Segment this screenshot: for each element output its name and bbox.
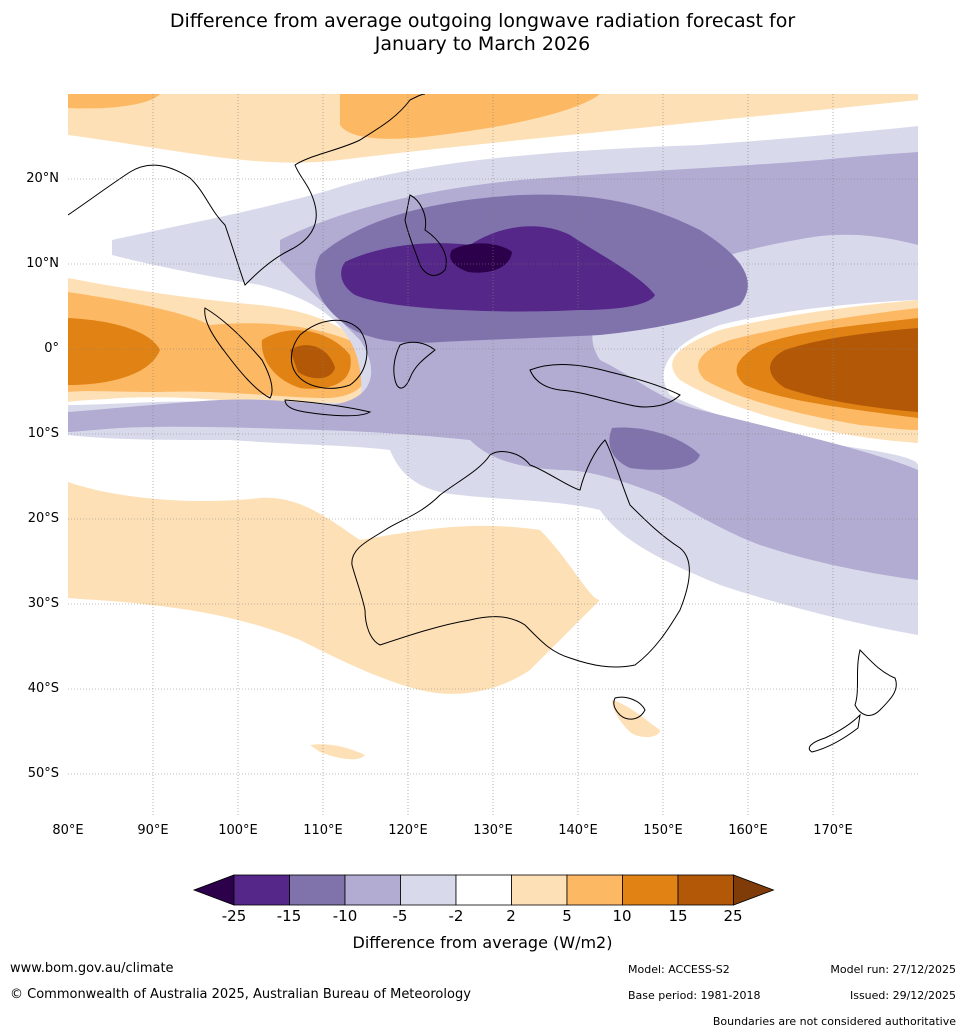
- lon-label-170e: 170°E: [813, 823, 853, 838]
- cb-tick-label: 5: [562, 907, 572, 925]
- colorbar-segment: [233, 874, 290, 906]
- colorbar-segment: [455, 874, 512, 906]
- colorbar: [192, 874, 775, 906]
- lat-label-10n: 10°N: [26, 256, 59, 271]
- new-guinea-coastline: [529, 363, 681, 408]
- colorbar-segment: [566, 874, 623, 906]
- lon-label-90e: 90°E: [137, 823, 169, 838]
- borneo-coastline: [290, 319, 368, 389]
- colorbar-segment: [289, 874, 346, 906]
- colorbar-extend-low: [192, 874, 235, 906]
- colorbar-segment: [344, 874, 401, 906]
- lon-label-110e: 110°E: [303, 823, 343, 838]
- chart-title: Difference from average outgoing longwav…: [0, 10, 965, 56]
- sulawesi-coastline: [393, 341, 436, 389]
- model-text: Model: ACCESS-S2: [628, 963, 730, 976]
- website-link[interactable]: www.bom.gov.au/climate: [10, 961, 174, 976]
- anomaly-2-to-5-south: [68, 482, 600, 694]
- anomaly-2-to-5-north: [68, 94, 918, 163]
- australia-coastline: [351, 439, 690, 668]
- copyright-text: © Commonwealth of Australia 2025, Austra…: [10, 987, 471, 1002]
- cb-tick-label: 2: [506, 907, 516, 925]
- cb-tick-label: -15: [276, 907, 302, 925]
- lat-label-40s: 40°S: [27, 681, 59, 696]
- colorbar-extend-high: [733, 874, 775, 906]
- anomaly-15-to-25-borneo: [290, 345, 335, 379]
- lat-label-0: 0°: [44, 341, 59, 356]
- colorbar-segment: [677, 874, 734, 906]
- lat-label-30s: 30°S: [27, 596, 59, 611]
- lon-label-120e: 120°E: [388, 823, 428, 838]
- anomaly-neg-10-to-15-south: [609, 427, 700, 470]
- tasmania-coastline: [613, 696, 646, 720]
- cb-tick-label: -5: [392, 907, 408, 925]
- java-coastline: [284, 399, 372, 417]
- graticule: [68, 94, 918, 816]
- issued-text: Issued: 29/12/2025: [849, 989, 956, 1002]
- cb-tick-label: 15: [668, 907, 688, 925]
- lon-label-100e: 100°E: [218, 823, 258, 838]
- boundaries-note: Boundaries are not considered authoritat…: [712, 1015, 956, 1028]
- colorbar-segment: [511, 874, 568, 906]
- lat-label-20n: 20°N: [26, 171, 59, 186]
- cb-tick-label: -25: [221, 907, 247, 925]
- lon-label-80e: 80°E: [52, 823, 84, 838]
- colorbar-segment: [622, 874, 679, 906]
- forecast-map: [68, 94, 918, 816]
- philippines-coastline: [404, 194, 447, 276]
- colorbar-segment: [400, 874, 457, 906]
- lon-label-160e: 160°E: [728, 823, 768, 838]
- anomaly-5-to-10-north: [340, 94, 600, 139]
- cb-tick-label: 10: [612, 907, 632, 925]
- asia-coastline: [68, 94, 426, 286]
- new-zealand-south-coastline: [808, 713, 861, 753]
- sumatra-coastline: [204, 307, 273, 399]
- new-zealand-north-coastline: [854, 649, 897, 716]
- lon-label-130e: 130°E: [473, 823, 513, 838]
- lat-label-10s: 10°S: [27, 426, 59, 441]
- lon-label-140e: 140°E: [558, 823, 598, 838]
- cb-tick-label: -10: [332, 907, 358, 925]
- anomaly-5-to-10-nw: [68, 94, 160, 109]
- lat-label-20s: 20°S: [27, 511, 59, 526]
- model-run-text: Model run: 27/12/2025: [830, 963, 956, 976]
- coastlines: [68, 94, 897, 753]
- title-line-2: January to March 2026: [374, 33, 591, 55]
- cb-tick-label: -2: [448, 907, 464, 925]
- anomaly-neg-25: [450, 243, 512, 273]
- lon-label-150e: 150°E: [643, 823, 683, 838]
- anomaly-fields: [68, 94, 918, 760]
- anomaly-2-to-5-small: [310, 744, 365, 760]
- colorbar-title: Difference from average (W/m2): [352, 933, 613, 952]
- cb-tick-label: 25: [723, 907, 743, 925]
- lat-label-50s: 50°S: [27, 766, 59, 781]
- base-period-text: Base period: 1981-2018: [628, 989, 761, 1002]
- anomaly-neg-15-to-25: [341, 226, 655, 312]
- anomaly-10-to-15-west: [68, 318, 160, 385]
- title-line-1: Difference from average outgoing longwav…: [169, 10, 796, 32]
